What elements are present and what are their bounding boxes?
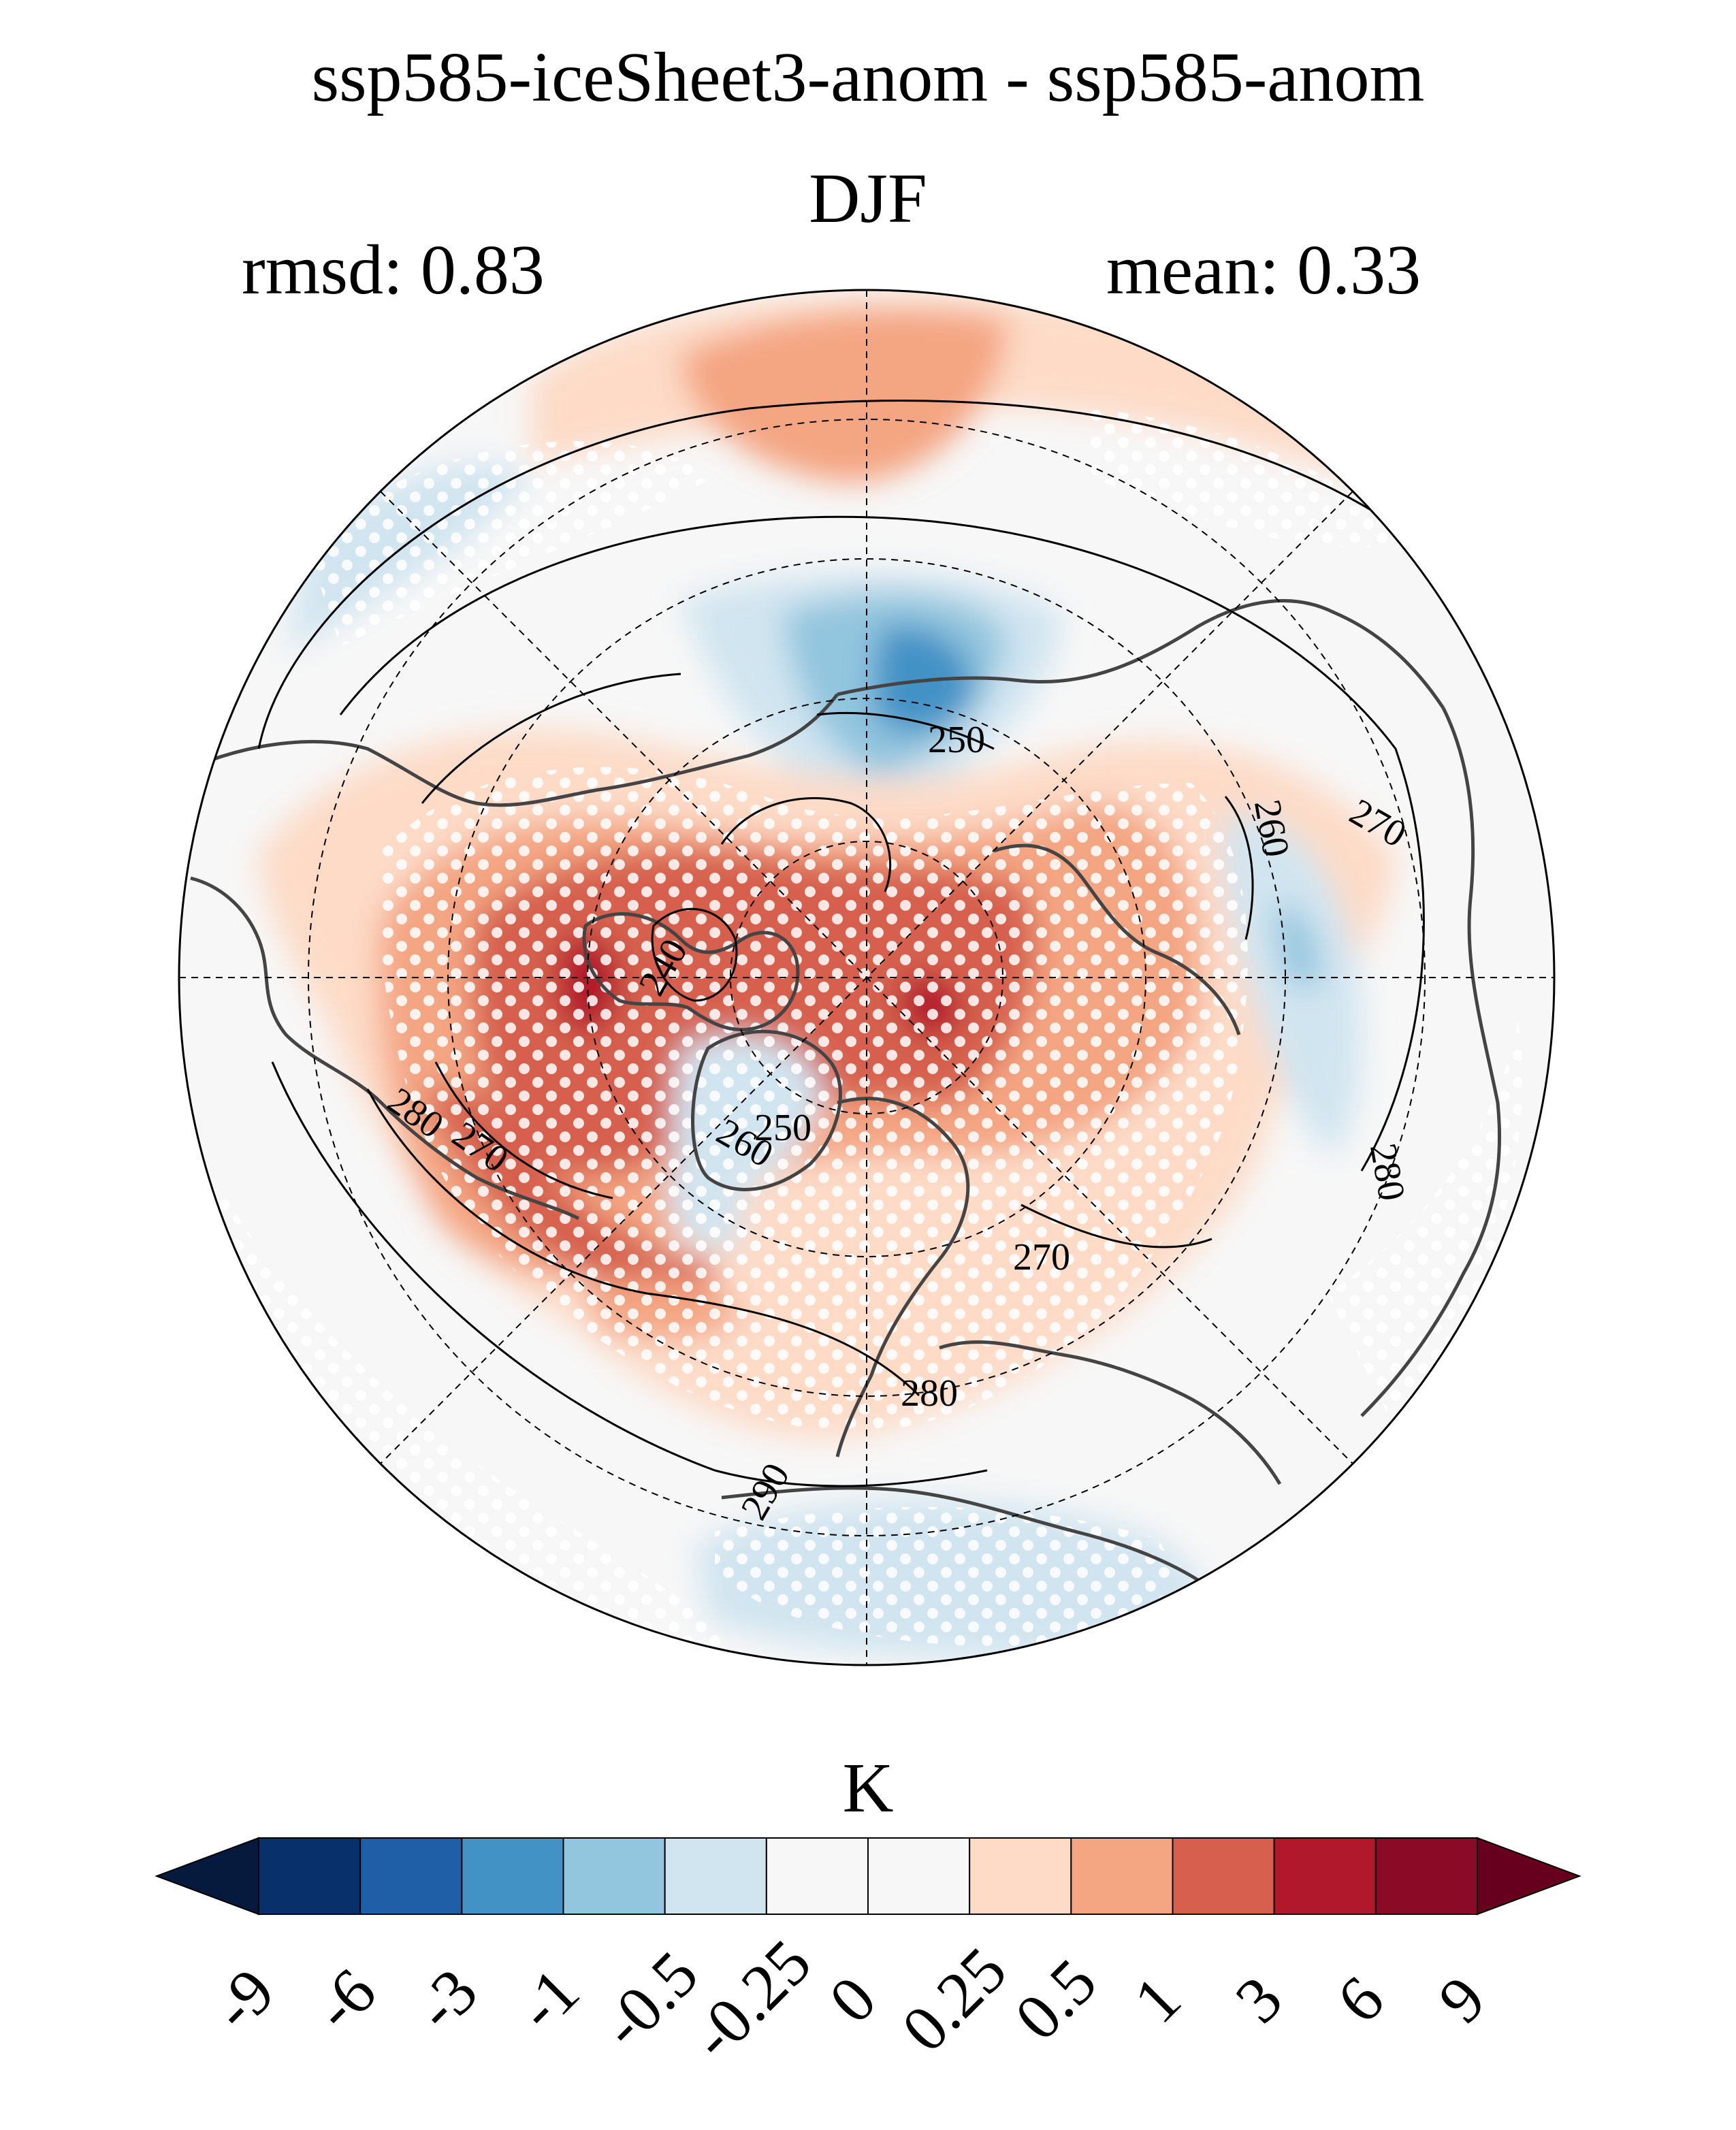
coastline-europe <box>835 1097 1282 1485</box>
polar-map: 250 260 270 240 280 270 260 250 280 270 … <box>178 289 1556 1666</box>
contour-240 <box>651 907 738 1002</box>
colorbar-swatch <box>969 1837 1072 1915</box>
anomaly-region-east-asia-cool <box>1223 814 1362 1157</box>
colorbar-swatch <box>258 1837 361 1915</box>
coastline-north-america <box>190 693 839 1221</box>
contour-250 <box>816 711 995 750</box>
colorbar-tick-label: -3 <box>401 1954 491 2044</box>
colorbar-tick-label: 0 <box>815 1962 890 2037</box>
colorbar-extend-under <box>155 1837 259 1916</box>
colorbar-tick-label: 1 <box>1120 1962 1195 2037</box>
contour-label-280-south: 280 <box>901 1372 958 1415</box>
colorbar-swatch <box>359 1837 463 1915</box>
colorbar-swatch <box>765 1837 869 1915</box>
coastline-east-asia <box>1360 707 1502 1417</box>
coastline-canadian-archipelago <box>582 912 800 1032</box>
rmsd-label: rmsd: 0.83 <box>242 231 545 309</box>
colorbar-swatch <box>1375 1837 1479 1915</box>
colorbar-swatch <box>562 1837 666 1915</box>
contour-290 <box>257 400 1465 1487</box>
colorbar-swatch <box>461 1837 564 1915</box>
contour-label-250-center: 250 <box>754 1107 811 1149</box>
colorbar-tick-label: -6 <box>300 1954 389 2044</box>
colorbar-extend-over <box>1477 1837 1581 1916</box>
contour-label-270-south: 270 <box>1013 1236 1070 1278</box>
colorbar-tick-label: 9 <box>1424 1962 1499 2037</box>
figure-title: ssp585-iceSheet3-anom - ssp585-anom <box>311 38 1425 116</box>
colorbar-tick-label: -1 <box>502 1954 592 2044</box>
coastline-africa <box>721 1486 1227 1601</box>
anomaly-region-east-asia-cool-core <box>1273 904 1321 990</box>
contour-label-260-east: 260 <box>1246 796 1298 860</box>
colorbar-tick-label: 3 <box>1221 1962 1296 2037</box>
colorbar-tick-label: 0.5 <box>1001 1945 1110 2054</box>
coastline-greenland <box>691 1029 842 1191</box>
significance-stipple-south <box>204 1021 1523 1661</box>
contour-label-280-east: 280 <box>1362 1140 1413 1204</box>
colorbar-tick-label: 6 <box>1323 1962 1398 2037</box>
colorbar-swatch <box>867 1837 971 1915</box>
colorbar-swatch <box>664 1837 767 1915</box>
significance-stipple-main <box>381 767 1248 1432</box>
contour-label-250-north: 250 <box>928 719 985 761</box>
colorbar-swatch <box>1273 1837 1377 1915</box>
map-boundary <box>178 289 1556 1666</box>
anomaly-region-north-pacific-core <box>681 309 1008 483</box>
colorbar-tick-label: -0.25 <box>677 1925 824 2073</box>
mean-label: mean: 0.33 <box>1106 231 1421 309</box>
colorbar-tick-label: 0.25 <box>888 1933 1020 2065</box>
significance-stipple-pacific <box>306 408 1402 647</box>
colorbar-swatch <box>1070 1837 1174 1915</box>
colorbar-unit: K <box>842 1749 894 1827</box>
colorbar-swatch <box>1172 1837 1275 1915</box>
contour-270 <box>421 673 1212 1248</box>
coastline-eurasia-arctic <box>837 599 1445 1035</box>
contour-260 <box>720 796 1254 940</box>
grid-meridian-45b <box>380 491 1353 1464</box>
colorbar-tick-label: -9 <box>198 1954 288 2044</box>
season-label: DJF <box>809 159 927 238</box>
colorbar-tick-label: -0.5 <box>587 1937 711 2061</box>
